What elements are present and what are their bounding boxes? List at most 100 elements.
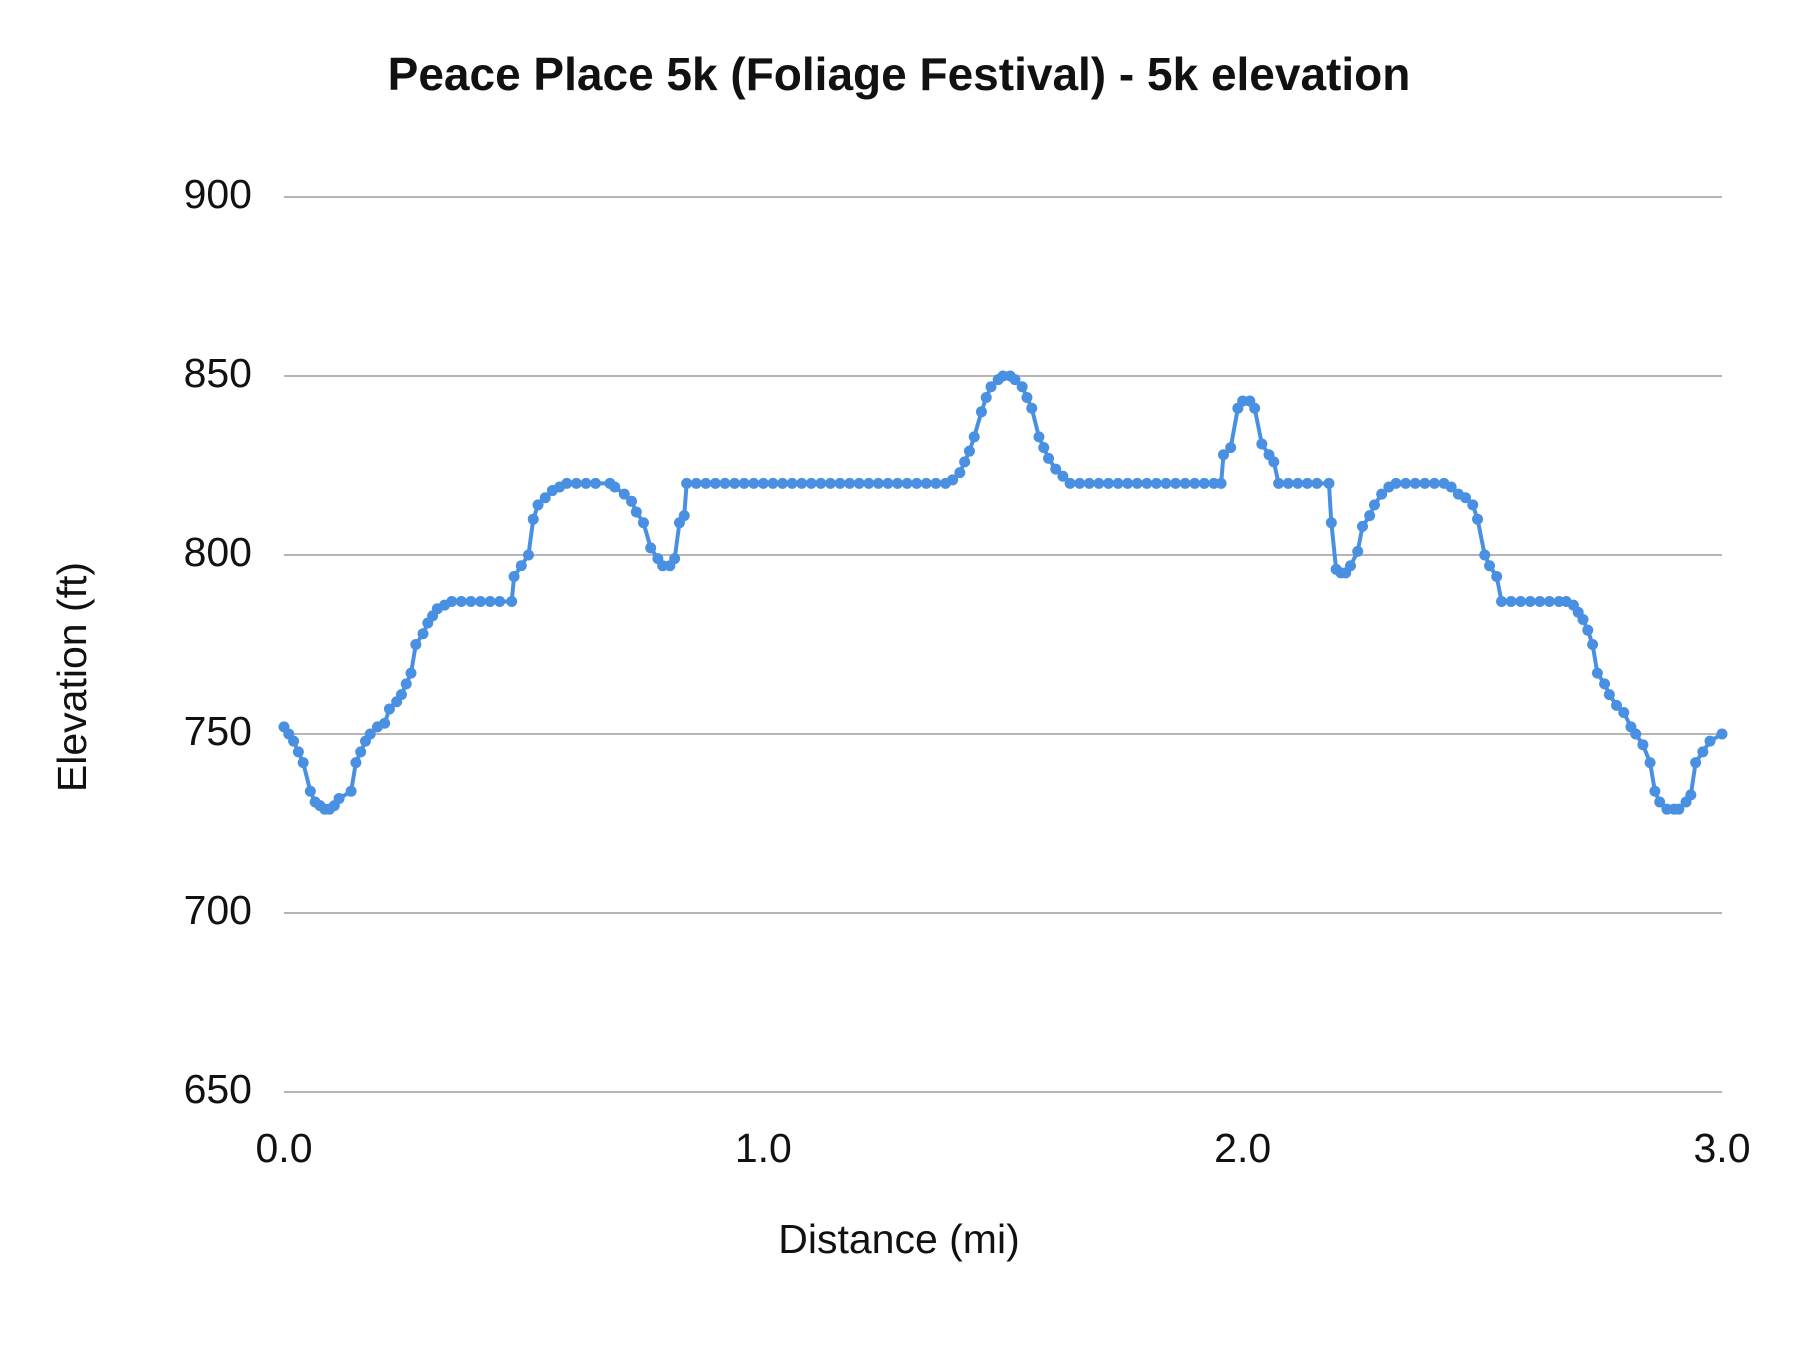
point: [882, 477, 894, 489]
point: [1611, 699, 1623, 711]
point: [1484, 560, 1496, 572]
point: [522, 549, 534, 561]
point: [980, 391, 992, 403]
point: [1460, 492, 1472, 504]
y-tick-label: 650: [184, 1066, 252, 1112]
point: [355, 746, 367, 758]
point: [1472, 513, 1484, 525]
point: [954, 467, 966, 479]
point: [1419, 477, 1431, 489]
point: [1577, 613, 1589, 625]
point: [417, 628, 429, 640]
point: [748, 477, 760, 489]
y-tick-label: 850: [184, 350, 252, 396]
point: [1057, 470, 1069, 482]
y-tick-label: 800: [184, 529, 252, 575]
point: [1038, 442, 1050, 454]
x-tick-label: 0.0: [256, 1125, 313, 1171]
point: [738, 477, 750, 489]
point: [333, 792, 345, 804]
x-tick-label: 3.0: [1694, 1125, 1751, 1171]
point: [1323, 477, 1335, 489]
point: [1587, 639, 1599, 650]
point: [590, 477, 602, 489]
point: [570, 477, 582, 489]
point: [455, 596, 467, 608]
point: [1170, 477, 1182, 489]
point: [410, 639, 422, 650]
point: [853, 477, 865, 489]
point: [690, 477, 702, 489]
point: [729, 477, 741, 489]
point: [1534, 596, 1546, 608]
point: [1249, 402, 1261, 414]
line: [282, 374, 1724, 812]
point: [892, 477, 904, 489]
point: [1217, 449, 1229, 461]
point: [288, 735, 300, 747]
point: [379, 717, 391, 729]
point: [1524, 596, 1536, 608]
point: [626, 495, 638, 507]
point: [1198, 477, 1210, 489]
point: [1599, 678, 1611, 690]
point: [1268, 456, 1280, 468]
point: [930, 477, 942, 489]
point: [1357, 520, 1368, 532]
y-tick-label: 750: [184, 708, 252, 754]
point: [1009, 374, 1021, 386]
point: [1131, 477, 1143, 489]
point: [985, 381, 997, 393]
point: [1603, 689, 1615, 701]
point: [1292, 477, 1304, 489]
point: [719, 477, 731, 489]
point: [1141, 477, 1153, 489]
point: [1043, 452, 1055, 464]
point: [824, 477, 836, 489]
point: [1704, 735, 1716, 747]
point: [1582, 624, 1594, 636]
point: [1618, 707, 1630, 719]
point: [297, 757, 309, 769]
point: [975, 406, 987, 418]
point: [446, 596, 458, 608]
point: [1505, 596, 1517, 608]
point: [872, 477, 884, 489]
point: [1179, 477, 1191, 489]
point: [1282, 477, 1294, 489]
point: [618, 488, 630, 500]
point: [963, 445, 975, 457]
point: [1409, 477, 1421, 489]
point: [1064, 477, 1076, 489]
point: [561, 477, 573, 489]
point: [364, 728, 376, 740]
point: [1345, 560, 1357, 572]
point: [1026, 402, 1038, 414]
point: [1122, 477, 1134, 489]
point: [805, 477, 817, 489]
point: [475, 596, 487, 608]
point: [383, 703, 395, 715]
point: [494, 596, 506, 608]
point: [484, 596, 496, 608]
point: [1515, 596, 1527, 608]
point: [532, 499, 544, 511]
point: [580, 477, 592, 489]
point: [757, 477, 769, 489]
point: [844, 477, 856, 489]
point: [1364, 510, 1376, 522]
point: [1083, 477, 1095, 489]
point: [1050, 463, 1062, 475]
point: [1256, 438, 1268, 450]
point: [539, 492, 551, 504]
x-axis-title: Distance (mi): [778, 1216, 1019, 1262]
point: [786, 477, 798, 489]
point: [1189, 477, 1201, 489]
point: [506, 596, 518, 608]
point: [1479, 549, 1491, 561]
point: [1325, 517, 1337, 529]
point: [1467, 499, 1479, 511]
point: [1160, 477, 1172, 489]
point: [609, 481, 621, 493]
